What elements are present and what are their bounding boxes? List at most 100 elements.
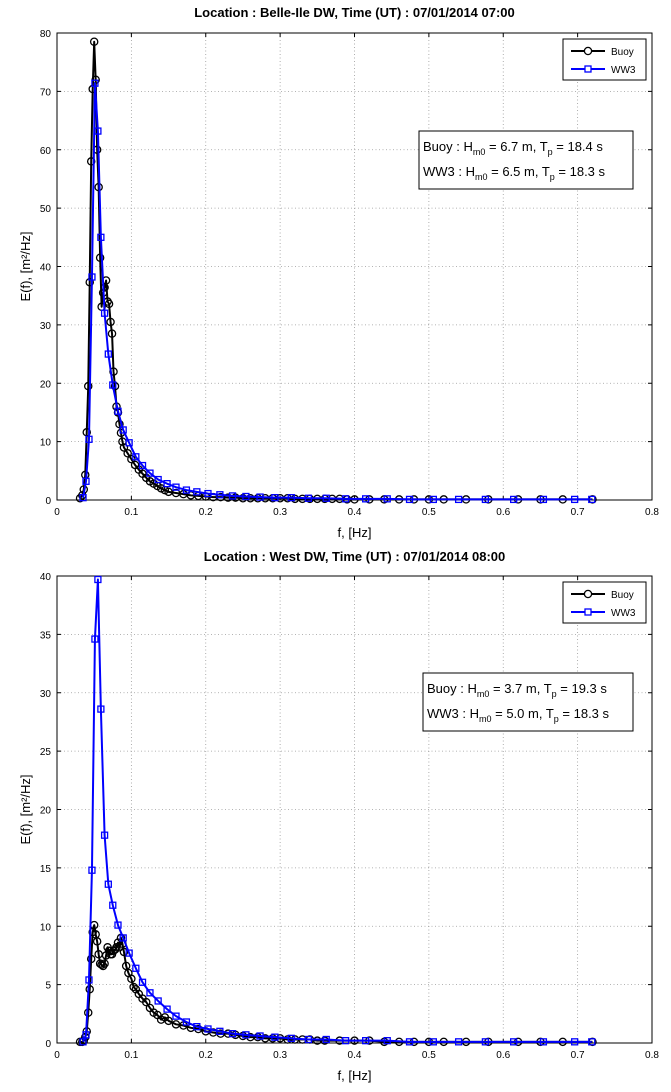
data-point-buoy bbox=[86, 157, 96, 166]
data-point-ww3 bbox=[204, 489, 212, 498]
data-point-ww3 bbox=[287, 1034, 295, 1042]
data-point-ww3 bbox=[163, 1005, 171, 1013]
data-point-buoy bbox=[89, 37, 99, 47]
x-tick-label: 0.3 bbox=[273, 1050, 287, 1061]
data-point-ww3 bbox=[79, 494, 87, 502]
data-point-ww3 bbox=[539, 1038, 548, 1046]
data-point-ww3 bbox=[216, 1027, 224, 1035]
data-point-ww3 bbox=[79, 1038, 87, 1046]
annotation-text: WW3 : H bbox=[423, 164, 475, 179]
y-tick-label: 0 bbox=[45, 1039, 51, 1050]
series-ww3 bbox=[79, 575, 596, 1046]
x-axis-label: f, [Hz] bbox=[338, 1068, 372, 1083]
annotation-subscript: p bbox=[554, 714, 559, 724]
data-point-ww3 bbox=[91, 635, 99, 643]
y-tick-label: 5 bbox=[45, 981, 51, 992]
data-point-buoy bbox=[119, 947, 129, 957]
annotation-line1: Buoy : Hm0 = 6.7 m, Tp = 18.4 s bbox=[423, 139, 603, 157]
data-point-ww3 bbox=[100, 831, 109, 839]
data-point-ww3 bbox=[109, 901, 117, 909]
annotation-text: = 19.3 s bbox=[557, 681, 608, 696]
data-point-ww3 bbox=[100, 309, 109, 317]
data-point-buoy bbox=[115, 419, 124, 429]
x-tick-label: 0.6 bbox=[496, 507, 510, 518]
data-point-ww3 bbox=[341, 495, 350, 503]
legend-label: WW3 bbox=[611, 608, 636, 619]
y-tick-label: 20 bbox=[40, 806, 52, 817]
data-point-buoy bbox=[123, 449, 132, 458]
data-point-ww3 bbox=[114, 407, 122, 415]
data-point-ww3 bbox=[132, 964, 140, 972]
data-point-ww3 bbox=[94, 575, 102, 584]
y-tick-label: 15 bbox=[40, 864, 52, 875]
y-tick-label: 30 bbox=[40, 689, 52, 700]
data-point-ww3 bbox=[256, 1032, 264, 1040]
data-point-ww3 bbox=[88, 866, 96, 874]
data-point-ww3 bbox=[588, 1038, 596, 1046]
data-point-buoy bbox=[92, 937, 102, 946]
data-point-ww3 bbox=[82, 1031, 90, 1039]
y-axis-label: E(f), [m²/Hz] bbox=[18, 231, 33, 301]
x-tick-label: 0.2 bbox=[199, 1050, 213, 1061]
legend-label: Buoy bbox=[611, 590, 634, 601]
data-point-ww3 bbox=[216, 491, 224, 499]
data-point-buoy bbox=[104, 299, 114, 309]
data-point-ww3 bbox=[228, 492, 237, 500]
x-tick-label: 0 bbox=[54, 507, 60, 518]
x-tick-label: 0.7 bbox=[571, 507, 585, 518]
data-point-buoy bbox=[194, 1024, 203, 1034]
y-tick-label: 40 bbox=[40, 572, 52, 583]
data-point-ww3 bbox=[571, 1038, 579, 1046]
annotation-text: = 6.7 m, T bbox=[485, 139, 547, 154]
data-point-buoy bbox=[86, 954, 96, 964]
data-point-ww3 bbox=[104, 880, 112, 888]
data-point-ww3 bbox=[163, 480, 171, 488]
data-point-ww3 bbox=[91, 79, 99, 87]
chart-title: Location : Belle-Ile DW, Time (UT) : 07/… bbox=[194, 5, 515, 20]
data-point-ww3 bbox=[125, 949, 133, 957]
data-point-ww3 bbox=[119, 426, 127, 434]
data-point-ww3 bbox=[510, 495, 518, 504]
x-tick-label: 0.8 bbox=[645, 1050, 659, 1061]
data-point-ww3 bbox=[287, 494, 295, 502]
data-point-ww3 bbox=[97, 705, 105, 713]
chart-panel-west: 0 0.1 0.2 0.3 0.4 0.5 0.6 0.7 0.8 0 5 10 15 20 25 30 35 4… bbox=[18, 549, 659, 1083]
data-point-ww3 bbox=[138, 978, 147, 986]
data-point-ww3 bbox=[429, 1038, 437, 1046]
annotation-subscript: m0 bbox=[479, 714, 492, 724]
x-tick-label: 0.1 bbox=[124, 507, 138, 518]
annotation-box bbox=[418, 130, 634, 190]
data-point-ww3 bbox=[182, 486, 191, 494]
annotation-line2: WW3 : Hm0 = 5.0 m, Tp = 18.3 s bbox=[427, 706, 610, 724]
data-point-ww3 bbox=[271, 494, 279, 502]
data-point-ww3 bbox=[383, 1037, 391, 1045]
y-tick-label: 10 bbox=[40, 922, 52, 933]
y-tick-label: 80 bbox=[40, 29, 52, 40]
data-point-ww3 bbox=[154, 475, 162, 484]
data-point-ww3 bbox=[204, 1025, 212, 1033]
y-tick-label: 20 bbox=[40, 379, 52, 390]
annotation-text: = 18.3 s bbox=[555, 164, 606, 179]
legend-swatch-marker bbox=[584, 65, 592, 73]
data-point-ww3 bbox=[362, 1037, 370, 1045]
data-point-ww3 bbox=[82, 477, 90, 485]
y-tick-label: 40 bbox=[40, 263, 52, 274]
data-point-ww3 bbox=[242, 492, 250, 501]
x-tick-label: 0 bbox=[54, 1050, 60, 1061]
annotation-text: = 5.0 m, T bbox=[492, 706, 554, 721]
data-point-ww3 bbox=[94, 127, 102, 135]
data-point-ww3 bbox=[271, 1033, 279, 1041]
legend-box bbox=[562, 38, 647, 81]
data-point-ww3 bbox=[454, 495, 463, 504]
x-tick-label: 0.5 bbox=[422, 1050, 436, 1061]
annotation-subscript: p bbox=[552, 689, 557, 699]
x-tick-label: 0.4 bbox=[348, 1050, 362, 1061]
annotation-box bbox=[422, 672, 634, 732]
data-point-ww3 bbox=[146, 469, 154, 477]
data-point-ww3 bbox=[172, 1012, 180, 1020]
data-point-ww3 bbox=[193, 1023, 201, 1031]
data-point-ww3 bbox=[193, 488, 201, 496]
y-tick-label: 25 bbox=[40, 747, 52, 758]
x-tick-label: 0.7 bbox=[571, 1050, 585, 1061]
data-point-ww3 bbox=[88, 273, 96, 281]
